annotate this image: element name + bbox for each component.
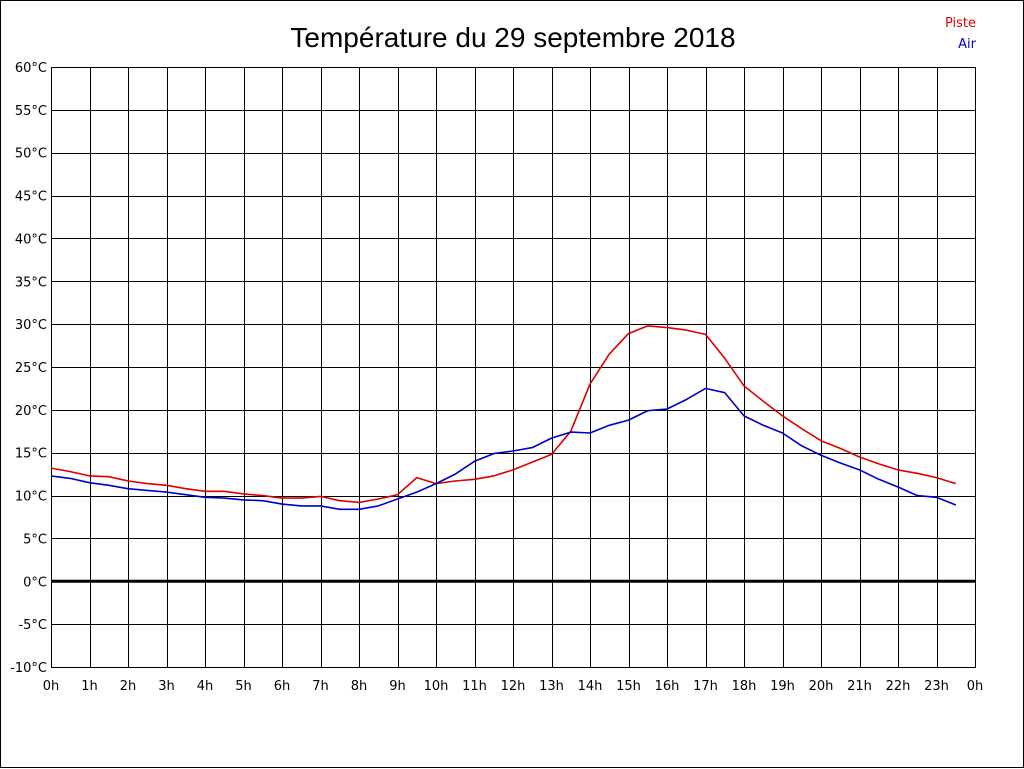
legend-entry-piste: Piste xyxy=(945,16,976,31)
y-tick-label: 40°C xyxy=(15,232,47,247)
y-tick-label: 5°C xyxy=(23,532,47,547)
y-tick-label: 0°C xyxy=(23,575,47,590)
x-tick-label: 5h xyxy=(235,679,252,694)
x-tick-label: 10h xyxy=(424,679,449,694)
y-tick-label: 45°C xyxy=(15,190,47,205)
y-tick-label: -5°C xyxy=(18,618,47,633)
y-tick-label: 15°C xyxy=(15,447,47,462)
y-tick-label: -10°C xyxy=(10,661,47,676)
y-tick-label: 50°C xyxy=(15,147,47,162)
y-tick-label: 10°C xyxy=(15,490,47,505)
chart-title: Température du 29 septembre 2018 xyxy=(290,22,735,53)
series-layer xyxy=(50,325,957,511)
x-tick-label: 8h xyxy=(351,679,368,694)
x-tick-label: 0h xyxy=(43,679,60,694)
x-tick-label: 1h xyxy=(81,679,98,694)
x-tick-label: 4h xyxy=(197,679,214,694)
y-tick-label: 60°C xyxy=(15,61,47,76)
x-tick-label: 12h xyxy=(501,679,526,694)
series-line-piste xyxy=(50,325,957,504)
x-tick-label: 11h xyxy=(462,679,487,694)
x-tick-label: 7h xyxy=(312,679,329,694)
x-tick-label: 19h xyxy=(770,679,795,694)
x-tick-label: 0h xyxy=(967,679,984,694)
legend-entry-air: Air xyxy=(958,37,977,52)
y-tick-label: 30°C xyxy=(15,318,47,333)
x-tick-label: 13h xyxy=(539,679,564,694)
y-tick-labels: -10°C -5°C 0°C 5°C 10°C 15°C 20°C 25°C 30°C 35°C 4… xyxy=(10,61,47,676)
x-tick-label: 9h xyxy=(389,679,406,694)
x-tick-label: 23h xyxy=(924,679,949,694)
x-tick-label: 16h xyxy=(655,679,680,694)
legend: Piste Air xyxy=(945,16,977,52)
y-tick-label: 35°C xyxy=(15,275,47,290)
y-tick-label: 25°C xyxy=(15,361,47,376)
plot-border-layer xyxy=(51,67,976,668)
x-tick-label: 17h xyxy=(693,679,718,694)
y-tick-label: 55°C xyxy=(15,104,47,119)
x-tick-label: 21h xyxy=(847,679,872,694)
series-line-air xyxy=(50,387,957,511)
grid-lines xyxy=(51,67,976,668)
x-tick-label: 3h xyxy=(158,679,175,694)
x-tick-label: 6h xyxy=(274,679,291,694)
x-tick-label: 18h xyxy=(732,679,757,694)
x-tick-label: 20h xyxy=(809,679,834,694)
x-tick-label: 14h xyxy=(578,679,603,694)
x-tick-labels: 0h 1h 2h 3h 4h 5h 6h 7h 8h 9h 10h 11h 12h 13h 14h 15h 16… xyxy=(43,679,984,694)
x-tick-label: 22h xyxy=(886,679,911,694)
y-tick-label: 20°C xyxy=(15,404,47,419)
plot-border xyxy=(51,67,976,668)
x-tick-label: 2h xyxy=(120,679,137,694)
x-tick-label: 15h xyxy=(616,679,641,694)
